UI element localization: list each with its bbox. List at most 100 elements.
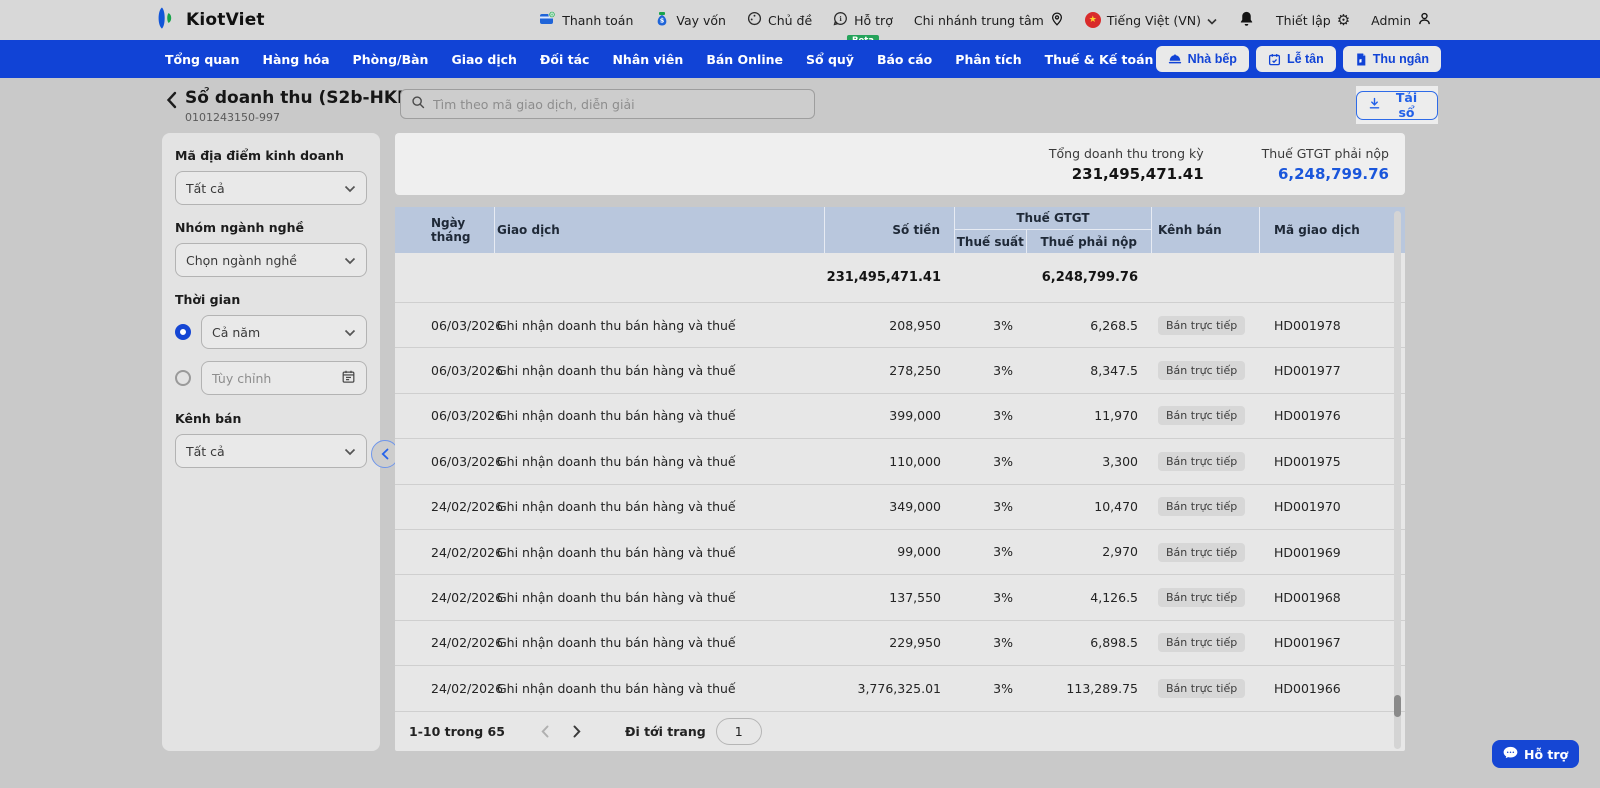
table-row[interactable]: 24/02/2026 Ghi nhận doanh thu bán hàng v… [395, 621, 1405, 666]
nav-item[interactable]: Hàng hóa [263, 52, 330, 67]
branch-label: Chi nhánh trung tâm [914, 13, 1044, 28]
cell-transaction: Ghi nhận doanh thu bán hàng và thuế [495, 499, 825, 514]
cell-date: 06/03/2026 [395, 408, 495, 423]
brand-name: KiotViet [186, 10, 265, 30]
reception-button[interactable]: Lễ tân [1256, 46, 1336, 72]
industry-select-value: Chọn ngành nghề [186, 253, 297, 268]
back-button[interactable] [166, 91, 177, 113]
time-custom-input[interactable]: Tùy chỉnh [201, 361, 367, 395]
nav-item[interactable]: Sổ quỹ [806, 52, 854, 67]
support-menu-item[interactable]: ℹ Hỗ trợ Beta [833, 11, 893, 29]
payment-card-icon: 0 [539, 11, 556, 29]
channel-badge: Bán trực tiếp [1158, 316, 1245, 335]
table-row[interactable]: 24/02/2026 Ghi nhận doanh thu bán hàng v… [395, 485, 1405, 530]
time-year-select[interactable]: Cả năm [201, 315, 367, 349]
table-row[interactable]: 06/03/2026 Ghi nhận doanh thu bán hàng v… [395, 303, 1405, 348]
table-row[interactable]: 06/03/2026 Ghi nhận doanh thu bán hàng v… [395, 394, 1405, 439]
revenue-table: Ngày tháng Giao dịch Số tiền Thuế GTGT T… [395, 207, 1405, 751]
page-header: Sổ doanh thu (S2b-HKD) 0101243150-997 [166, 88, 419, 124]
brand[interactable]: KiotViet [153, 5, 265, 35]
calendar-icon [341, 369, 356, 387]
channel-filter-label: Kênh bán [175, 411, 367, 426]
nav-item[interactable]: Giao dịch [451, 52, 516, 67]
search-box [400, 89, 815, 119]
settings-menu-item[interactable]: Thiết lập ⚙ [1276, 13, 1350, 28]
user-icon [1417, 11, 1432, 29]
scrollbar-thumb[interactable] [1394, 695, 1401, 717]
cell-transaction: Ghi nhận doanh thu bán hàng và thuế [495, 590, 825, 605]
cell-channel: Bán trực tiếp [1152, 497, 1260, 516]
cell-channel: Bán trực tiếp [1152, 406, 1260, 425]
cell-vat-rate: 3% [955, 575, 1027, 620]
topbar: KiotViet 0 Thanh toán $ Vay [0, 0, 1600, 40]
channel-badge: Bán trực tiếp [1158, 543, 1245, 562]
nav-item[interactable]: Thuế & Kế toán [1045, 52, 1154, 67]
support-fab-label: Hỗ trợ [1524, 747, 1568, 762]
theme-menu-item[interactable]: Chủ đề [747, 11, 812, 29]
cell-date: 24/02/2026 [395, 590, 495, 605]
next-page-icon[interactable] [573, 725, 581, 738]
table-row[interactable]: 06/03/2026 Ghi nhận doanh thu bán hàng v… [395, 439, 1405, 484]
chevron-down-icon [344, 325, 356, 340]
bell-icon [1238, 10, 1255, 31]
cell-vat-due: 11,970 [1027, 393, 1152, 438]
channel-select[interactable]: Tất cả [175, 434, 367, 468]
cell-channel: Bán trực tiếp [1152, 452, 1260, 471]
channel-badge: Bán trực tiếp [1158, 497, 1245, 516]
chevron-down-icon [344, 444, 356, 459]
page-subtitle: 0101243150-997 [185, 111, 419, 124]
support-fab-button[interactable]: Hỗ trợ [1492, 740, 1579, 768]
nav-item[interactable]: Phân tích [955, 52, 1021, 67]
time-custom-row: Tùy chỉnh [175, 361, 367, 395]
kitchen-button[interactable]: Nhà bếp [1156, 46, 1249, 72]
download-area: Tải sổ [1356, 86, 1438, 124]
account-label: Admin [1371, 13, 1411, 28]
table-row[interactable]: 24/02/2026 Ghi nhận doanh thu bán hàng v… [395, 575, 1405, 620]
money-bag-icon: $ [654, 11, 670, 30]
time-year-row: Cả năm [175, 315, 367, 349]
goto-page-input[interactable] [716, 718, 762, 745]
page-title: Sổ doanh thu (S2b-HKD) [185, 88, 419, 108]
time-custom-radio[interactable] [175, 370, 191, 386]
prev-page-icon[interactable] [541, 725, 549, 738]
channel-badge: Bán trực tiếp [1158, 588, 1245, 607]
nav-item[interactable]: Bán Online [706, 52, 783, 67]
industry-select[interactable]: Chọn ngành nghề [175, 243, 367, 277]
time-custom-placeholder: Tùy chỉnh [212, 371, 271, 386]
nav-item[interactable]: Phòng/Bàn [353, 52, 429, 67]
svg-text:$: $ [660, 16, 665, 24]
branch-menu-item[interactable]: Chi nhánh trung tâm [914, 11, 1064, 30]
nav-item[interactable]: Tổng quan [165, 52, 240, 67]
account-menu-item[interactable]: Admin [1371, 11, 1432, 29]
nav-item[interactable]: Nhân viên [612, 52, 683, 67]
search-input[interactable] [433, 97, 804, 112]
channel-badge: Bán trực tiếp [1158, 679, 1245, 698]
payment-menu-item[interactable]: 0 Thanh toán [539, 11, 633, 29]
cloche-icon [1168, 53, 1182, 65]
chevron-down-icon [344, 181, 356, 196]
cell-amount: 349,000 [825, 484, 955, 529]
table-scrollbar[interactable] [1394, 211, 1401, 749]
cashier-button[interactable]: Thu ngân [1343, 46, 1441, 72]
table-row[interactable]: 06/03/2026 Ghi nhận doanh thu bán hàng v… [395, 348, 1405, 393]
notifications-button[interactable] [1238, 10, 1255, 31]
table-row[interactable]: 24/02/2026 Ghi nhận doanh thu bán hàng v… [395, 530, 1405, 575]
nav-item[interactable]: Báo cáo [877, 52, 932, 67]
cell-vat-due: 3,300 [1027, 439, 1152, 484]
download-button-label: Tải sổ [1387, 90, 1426, 120]
location-select[interactable]: Tất cả [175, 171, 367, 205]
header-code: Mã giao dịch [1260, 207, 1405, 253]
loan-menu-item[interactable]: $ Vay vốn [654, 11, 726, 30]
cell-code: HD001969 [1260, 545, 1405, 560]
download-icon [1368, 97, 1381, 113]
cell-vat-due: 2,970 [1027, 529, 1152, 574]
time-year-radio[interactable] [175, 324, 191, 340]
table-row[interactable]: 24/02/2026 Ghi nhận doanh thu bán hàng v… [395, 666, 1405, 711]
cell-channel: Bán trực tiếp [1152, 588, 1260, 607]
cell-vat-due: 6,268.5 [1027, 303, 1152, 348]
download-book-button[interactable]: Tải sổ [1356, 91, 1438, 120]
language-menu-item[interactable]: ★ Tiếng Việt (VN) [1085, 12, 1217, 28]
cell-date: 06/03/2026 [395, 318, 495, 333]
settings-label: Thiết lập [1276, 13, 1331, 28]
nav-item[interactable]: Đối tác [540, 52, 590, 67]
